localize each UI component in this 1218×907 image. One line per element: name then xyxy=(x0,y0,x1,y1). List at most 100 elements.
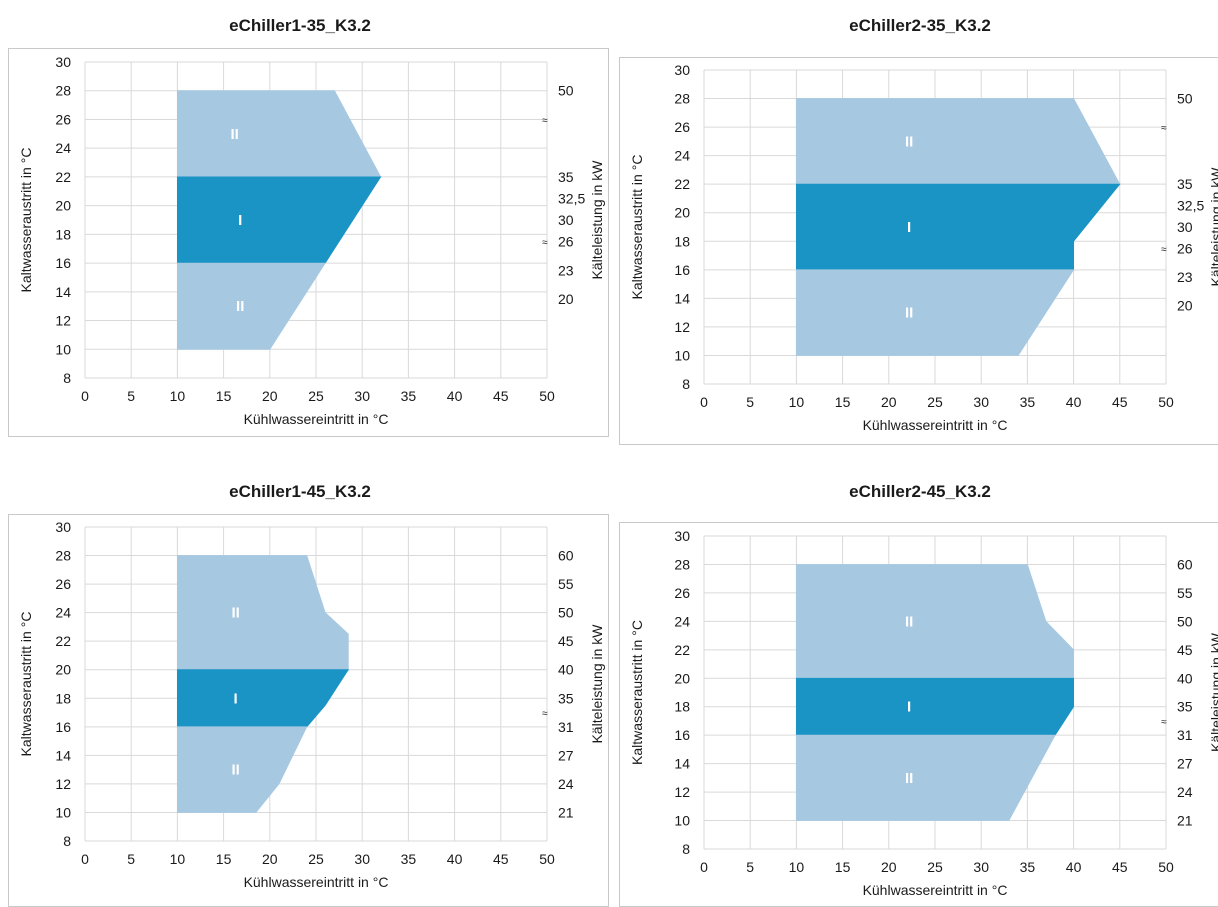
zone-ii-area xyxy=(795,734,1056,821)
right-tick-label: 50 xyxy=(1177,613,1193,629)
x-tick-label: 45 xyxy=(1112,394,1128,410)
x-tick-label: 30 xyxy=(354,851,370,867)
y-tick-label: 20 xyxy=(674,670,690,686)
right-tick-label: 24 xyxy=(558,776,574,792)
right-tick-label: 50 xyxy=(558,83,574,99)
x-tick-label: 0 xyxy=(700,394,708,410)
y-tick-label: 28 xyxy=(674,91,690,107)
x-tick-label: 50 xyxy=(1158,859,1174,875)
right-tick-label: 60 xyxy=(1177,556,1193,572)
right-tick-label: 27 xyxy=(558,747,574,763)
right-axis-label: Kälteleistung in kW xyxy=(589,624,605,744)
y-tick-label: 10 xyxy=(55,341,71,357)
y-tick-label: 14 xyxy=(674,756,690,772)
chart-title-echiller1-35: eChiller1-35_K3.2 xyxy=(229,16,371,35)
right-tick-label: 26 xyxy=(558,234,574,250)
axis-break-mark: ≈ xyxy=(1161,717,1167,728)
zone-ii-label: II xyxy=(231,126,239,143)
x-tick-label: 35 xyxy=(1020,394,1036,410)
y-tick-label: 24 xyxy=(674,613,690,629)
y-tick-label: 8 xyxy=(682,376,690,392)
zone-i-area xyxy=(176,669,350,728)
y-tick-label: 30 xyxy=(55,54,71,70)
right-tick-label: 31 xyxy=(1177,727,1193,743)
x-tick-label: 20 xyxy=(262,851,278,867)
chart-echiller2-35: II I II 0 5 10 15 20 25 30 35 40 45 50 8 10 12 14 16 18 20 22… xyxy=(619,57,1218,445)
y-tick-label: 26 xyxy=(55,111,71,127)
x-tick-label: 20 xyxy=(881,859,897,875)
right-tick-label: 20 xyxy=(1177,298,1193,314)
right-tick-label: 55 xyxy=(1177,585,1193,601)
right-axis-label: Kälteleistung in kW xyxy=(1208,632,1218,752)
zone-ii-area xyxy=(176,726,308,813)
y-tick-label: 18 xyxy=(55,226,71,242)
y-tick-label: 12 xyxy=(674,784,690,800)
zone-i-label: I xyxy=(234,690,238,707)
zone-i-area xyxy=(176,176,382,264)
x-tick-label: 20 xyxy=(262,388,278,404)
y-tick-label: 22 xyxy=(55,169,71,185)
right-tick-label: 23 xyxy=(558,262,574,278)
x-tick-label: 15 xyxy=(216,388,232,404)
x-axis-label: Kühlwassereintritt in °C xyxy=(244,411,389,427)
y-tick-label: 14 xyxy=(55,747,71,763)
y-tick-label: 20 xyxy=(55,662,71,678)
right-tick-label: 55 xyxy=(558,576,574,592)
right-tick-label: 27 xyxy=(1177,756,1193,772)
x-tick-label: 35 xyxy=(401,851,417,867)
right-tick-label: 26 xyxy=(1177,240,1193,256)
zone-ii-label: II xyxy=(231,762,239,779)
x-tick-label: 35 xyxy=(1020,859,1036,875)
right-tick-label: 31 xyxy=(558,719,574,735)
zone-ii-area xyxy=(795,269,1075,356)
right-axis-label: Kälteleistung in kW xyxy=(589,160,605,280)
y-tick-label: 30 xyxy=(674,528,690,544)
zone-ii-area xyxy=(176,555,349,671)
right-tick-label: 30 xyxy=(1177,219,1193,235)
right-tick-label: 50 xyxy=(1177,91,1193,107)
zone-ii-area xyxy=(176,262,326,350)
x-tick-label: 15 xyxy=(835,859,851,875)
right-tick-label: 40 xyxy=(558,662,574,678)
y-tick-label: 18 xyxy=(55,690,71,706)
zone-i-label: I xyxy=(907,699,911,716)
x-tick-label: 45 xyxy=(493,851,509,867)
x-tick-label: 0 xyxy=(700,859,708,875)
right-tick-label: 21 xyxy=(1177,813,1193,829)
zone-ii-area xyxy=(795,98,1121,185)
right-tick-label: 45 xyxy=(1177,642,1193,658)
x-tick-label: 25 xyxy=(308,851,324,867)
x-tick-label: 35 xyxy=(401,388,417,404)
chart-title-echiller1-45: eChiller1-45_K3.2 xyxy=(229,482,371,501)
right-tick-label: 35 xyxy=(558,690,574,706)
x-tick-label: 5 xyxy=(746,859,754,875)
x-tick-label: 20 xyxy=(881,394,897,410)
y-tick-label: 10 xyxy=(674,813,690,829)
x-tick-label: 45 xyxy=(1112,859,1128,875)
y-tick-label: 18 xyxy=(674,699,690,715)
right-tick-label: 40 xyxy=(1177,670,1193,686)
y-tick-label: 22 xyxy=(674,642,690,658)
y-tick-label: 30 xyxy=(55,519,71,535)
y-tick-label: 24 xyxy=(55,140,71,156)
right-tick-label: 30 xyxy=(558,212,574,228)
right-tick-label: 32,5 xyxy=(558,190,585,206)
zone-i-area xyxy=(795,183,1121,271)
y-tick-label: 24 xyxy=(55,605,71,621)
y-tick-label: 12 xyxy=(55,313,71,329)
chart-title-echiller2-35: eChiller2-35_K3.2 xyxy=(849,16,991,35)
x-tick-label: 25 xyxy=(308,388,324,404)
zone-ii-label: II xyxy=(905,133,913,150)
chart-title-echiller2-45: eChiller2-45_K3.2 xyxy=(849,482,991,501)
axis-break-mark: ≈ xyxy=(542,709,548,720)
x-tick-label: 0 xyxy=(81,851,89,867)
y-axis-label: Kaltwasseraustritt in °C xyxy=(18,612,34,757)
zone-i-label: I xyxy=(238,212,242,229)
x-tick-label: 15 xyxy=(835,394,851,410)
y-axis-label: Kaltwasseraustritt in °C xyxy=(18,148,34,293)
x-tick-label: 15 xyxy=(216,851,232,867)
